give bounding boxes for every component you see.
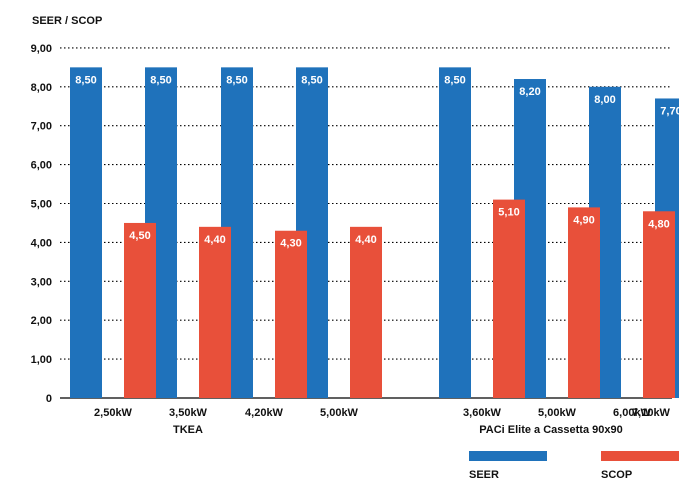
scop-data-label: 4,30: [280, 238, 301, 250]
seer-data-label: 7,70: [660, 105, 679, 117]
scop-data-label: 4,40: [204, 234, 225, 246]
legend: SEER SCOP: [469, 451, 679, 481]
scop-legend-swatch: [601, 451, 679, 461]
scop-bar: [568, 207, 600, 398]
seer-data-label: 8,50: [75, 74, 96, 86]
scop-data-label: 4,50: [129, 230, 150, 242]
scop-data-label: 5,10: [498, 207, 519, 219]
scop-data-label: 4,80: [648, 218, 669, 230]
x-tick-label: 4,20kW: [245, 407, 284, 419]
y-tick-label: 6,00: [31, 160, 52, 172]
bars: 8,50 8,50 8,50 8,50 8,50 8,20 8,00 7,70 4,50 4,40…: [70, 67, 679, 399]
y-tick-label: 1,00: [31, 354, 52, 366]
seer-data-label: 8,00: [594, 94, 615, 106]
x-tick-label: 3,60kW: [463, 407, 502, 419]
x-tick-label: 7,10kW: [632, 407, 671, 419]
seer-data-label: 8,50: [150, 74, 171, 86]
y-axis-label: SEER / SCOP: [32, 15, 102, 27]
x-tick-label: 5,00kW: [538, 407, 577, 419]
seer-bar: [439, 67, 471, 398]
x-tick-label: 2,50kW: [94, 407, 133, 419]
scop-legend-label: SCOP: [601, 469, 632, 481]
y-tick-label: 4,00: [31, 237, 52, 249]
seer-bar: [70, 67, 102, 398]
group-label: TKEA: [173, 424, 203, 436]
x-tick-label: 3,50kW: [169, 407, 208, 419]
x-tick-labels: 2,50kW 3,50kW 4,20kW 5,00kW 3,60kW 5,00kW 6,00…: [94, 407, 671, 419]
y-tick-label: 8,00: [31, 82, 52, 94]
scop-bar: [643, 211, 675, 398]
y-tick-label: 2,00: [31, 315, 52, 327]
seer-data-label: 8,50: [301, 74, 322, 86]
scop-data-label: 4,40: [355, 234, 376, 246]
seer-data-label: 8,20: [519, 86, 540, 98]
y-tick-labels: 0 1,00 2,00 3,00 4,00 5,00 6,00 7,00 8,00 9,00: [31, 43, 52, 405]
seer-legend-swatch: [469, 451, 547, 461]
x-tick-label: 5,00kW: [320, 407, 359, 419]
seer-legend-label: SEER: [469, 469, 499, 481]
scop-bar: [350, 226, 382, 398]
group-label: PACi Elite a Cassetta 90x90: [479, 424, 622, 436]
group-labels: TKEA PACi Elite a Cassetta 90x90: [173, 424, 623, 436]
y-tick-label: 3,00: [31, 276, 52, 288]
scop-bar: [275, 230, 307, 398]
scop-bar: [493, 199, 525, 398]
scop-bar: [124, 222, 156, 398]
y-tick-label: 5,00: [31, 199, 52, 211]
seer-data-label: 8,50: [226, 74, 247, 86]
y-tick-label: 9,00: [31, 43, 52, 55]
x-tick-label: 6,00kW: [613, 407, 652, 419]
scop-bar: [199, 226, 231, 398]
scop-data-label: 4,90: [573, 214, 594, 226]
y-tick-label: 0: [46, 393, 52, 405]
y-tick-label: 7,00: [31, 121, 52, 133]
seer-data-label: 8,50: [444, 74, 465, 86]
